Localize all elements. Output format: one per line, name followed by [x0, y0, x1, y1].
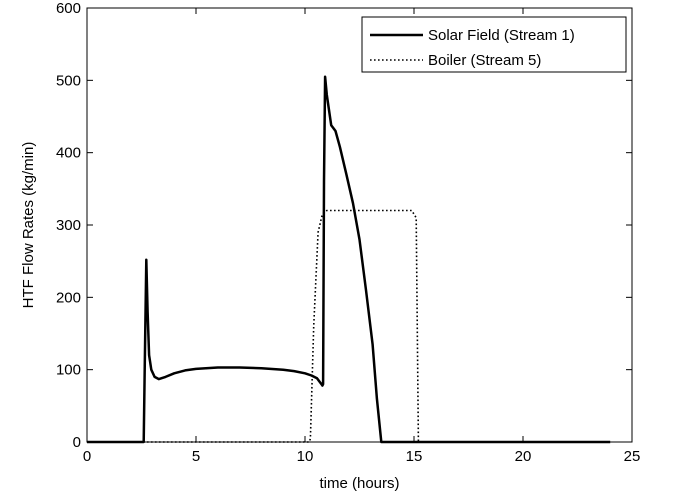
x-axis-label: time (hours) [319, 475, 399, 492]
y-axis-label: HTF Flow Rates (kg/min) [20, 142, 37, 309]
y-tick-label: 400 [56, 145, 81, 162]
y-tick-label: 300 [56, 217, 81, 234]
legend-entry-solar-field: Solar Field (Stream 1) [428, 27, 575, 44]
y-tick-label: 600 [56, 0, 81, 17]
y-tick-label: 0 [73, 434, 81, 451]
series-layer [87, 75, 611, 444]
legend-entry-boiler: Boiler (Stream 5) [428, 52, 541, 69]
x-tick-label: 5 [192, 448, 200, 465]
x-tick-label: 10 [297, 448, 314, 465]
x-tick-label: 0 [83, 448, 91, 465]
x-tick-label: 25 [624, 448, 641, 465]
y-tick-label: 200 [56, 289, 81, 306]
axis-tick-labels: 0 5 10 15 20 25 0 100 200 300 400 500 600 [56, 0, 640, 465]
legend-box [361, 16, 627, 73]
legend: Solar Field (Stream 1) Boiler (Stream 5) [361, 16, 627, 73]
y-tick-label: 100 [56, 362, 81, 379]
x-tick-label: 20 [515, 448, 532, 465]
x-tick-label: 15 [406, 448, 423, 465]
y-tick-label: 500 [56, 72, 81, 89]
